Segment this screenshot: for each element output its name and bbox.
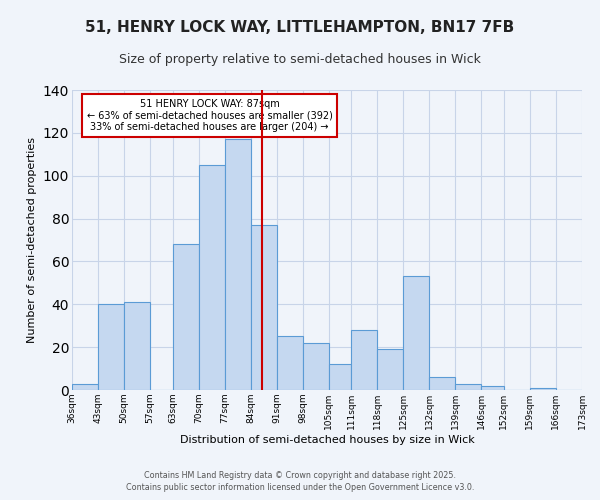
Bar	[530, 388, 556, 390]
Bar	[251, 225, 277, 390]
Bar	[199, 165, 224, 390]
Bar	[173, 244, 199, 390]
X-axis label: Distribution of semi-detached houses by size in Wick: Distribution of semi-detached houses by …	[179, 434, 475, 444]
Bar	[403, 276, 430, 390]
Bar	[303, 343, 329, 390]
Bar	[351, 330, 377, 390]
Bar	[455, 384, 481, 390]
Bar	[277, 336, 303, 390]
Bar	[224, 140, 251, 390]
Bar	[98, 304, 124, 390]
Y-axis label: Number of semi-detached properties: Number of semi-detached properties	[27, 137, 37, 343]
Text: 51 HENRY LOCK WAY: 87sqm
← 63% of semi-detached houses are smaller (392)
33% of : 51 HENRY LOCK WAY: 87sqm ← 63% of semi-d…	[87, 99, 332, 132]
Text: 51, HENRY LOCK WAY, LITTLEHAMPTON, BN17 7FB: 51, HENRY LOCK WAY, LITTLEHAMPTON, BN17 …	[85, 20, 515, 35]
Bar	[481, 386, 504, 390]
Bar	[124, 302, 150, 390]
Text: Contains HM Land Registry data © Crown copyright and database right 2025.
Contai: Contains HM Land Registry data © Crown c…	[126, 471, 474, 492]
Bar	[72, 384, 98, 390]
Bar	[430, 377, 455, 390]
Bar	[329, 364, 351, 390]
Bar	[377, 350, 403, 390]
Text: Size of property relative to semi-detached houses in Wick: Size of property relative to semi-detach…	[119, 52, 481, 66]
